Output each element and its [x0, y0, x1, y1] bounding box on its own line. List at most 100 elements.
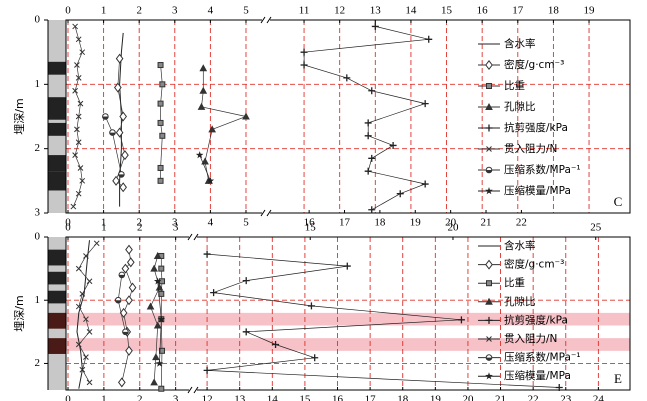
x-tick-label: 14 [267, 394, 279, 401]
marker-shape [75, 139, 82, 146]
marker [70, 203, 77, 210]
x-tick-label: 14 [405, 5, 417, 17]
x-tick-label: 24 [593, 394, 605, 401]
marker-shape [153, 321, 162, 329]
marker-shape [75, 113, 82, 120]
x-tick-label: 20 [462, 394, 474, 401]
marker-shape [75, 36, 82, 43]
marker-shape [122, 331, 129, 335]
legend-label: 含水率 [504, 239, 536, 252]
marker [126, 257, 135, 268]
x-tick-label: 0 [65, 394, 71, 401]
x-tick-label: 2 [137, 222, 143, 234]
legend-label: 含水率 [504, 37, 536, 50]
x-tick-label: 1 [101, 394, 107, 401]
marker [75, 139, 82, 146]
marker [486, 146, 492, 152]
marker [102, 113, 109, 120]
marker-shape [118, 174, 125, 178]
marker [118, 271, 126, 279]
marker-shape [114, 82, 122, 93]
x-tick-label: 12 [202, 394, 213, 401]
y-axis-label: 埋深/m [13, 295, 26, 331]
x-tick-label: 5 [243, 5, 249, 17]
marker [343, 262, 351, 270]
marker-shape [150, 264, 158, 272]
marker [364, 132, 372, 140]
marker-shape [155, 359, 164, 367]
marker-shape [158, 290, 165, 297]
marker [157, 164, 164, 171]
x-tick-label: 0 [65, 217, 71, 229]
marker-shape [371, 22, 379, 30]
marker [115, 53, 124, 64]
marker-shape [83, 253, 89, 259]
marker [486, 280, 492, 287]
marker-shape [79, 366, 86, 373]
y-tick-label: 3 [35, 207, 41, 219]
marker [485, 102, 493, 110]
marker [242, 112, 250, 120]
marker-shape [152, 353, 160, 361]
marker [153, 277, 162, 285]
marker [158, 265, 165, 272]
marker [75, 113, 82, 120]
marker-shape [112, 175, 120, 186]
marker-shape [364, 167, 372, 175]
marker-shape [72, 152, 78, 158]
marker-shape [208, 125, 217, 133]
marker [364, 167, 372, 175]
x-tick-label: 21 [481, 217, 492, 229]
marker-shape [485, 372, 493, 380]
marker [485, 59, 493, 71]
soil-layer [48, 122, 66, 136]
marker-shape [425, 35, 433, 43]
legend-label: 压缩模量/MPa [504, 369, 571, 382]
axis-break [187, 233, 199, 241]
soil-layer [48, 171, 66, 191]
x-tick-label: 5 [243, 217, 249, 229]
marker-shape [197, 102, 206, 110]
marker [300, 61, 308, 69]
x-tick-label: 3 [172, 217, 178, 229]
soil-layer [48, 271, 66, 285]
y-tick-label: 1 [35, 78, 41, 90]
marker [396, 190, 404, 198]
marker [201, 157, 209, 165]
marker-shape [83, 354, 89, 360]
x-tick-label: 3 [173, 394, 179, 401]
panel-label: E [614, 371, 622, 386]
marker-shape [368, 154, 376, 162]
x-tick-label: 15 [299, 394, 311, 401]
x-tick-label: 16 [304, 217, 316, 229]
marker [79, 366, 86, 373]
marker-shape [75, 341, 82, 348]
marker-shape [201, 157, 209, 165]
marker [112, 175, 120, 186]
marker [119, 111, 128, 122]
marker-shape [311, 354, 319, 362]
marker [485, 124, 493, 132]
marker [368, 206, 376, 214]
y-tick-label: 1 [35, 294, 41, 306]
marker [125, 244, 133, 255]
marker-shape [86, 379, 93, 386]
marker [555, 383, 563, 391]
marker [485, 166, 493, 174]
marker-shape [364, 132, 372, 140]
marker [208, 125, 217, 133]
marker-shape [119, 111, 128, 122]
marker [150, 264, 158, 272]
legend-label: 比重 [504, 79, 525, 92]
marker-shape [307, 302, 315, 310]
axis-break [260, 16, 272, 24]
marker [114, 82, 122, 93]
soil-layer [48, 155, 66, 172]
marker [125, 295, 133, 306]
axis-break [260, 209, 272, 217]
x-tick-label: 13 [370, 5, 382, 17]
marker-shape [206, 176, 215, 185]
axis-break [187, 386, 199, 394]
marker [77, 100, 84, 107]
marker-shape [75, 303, 82, 310]
